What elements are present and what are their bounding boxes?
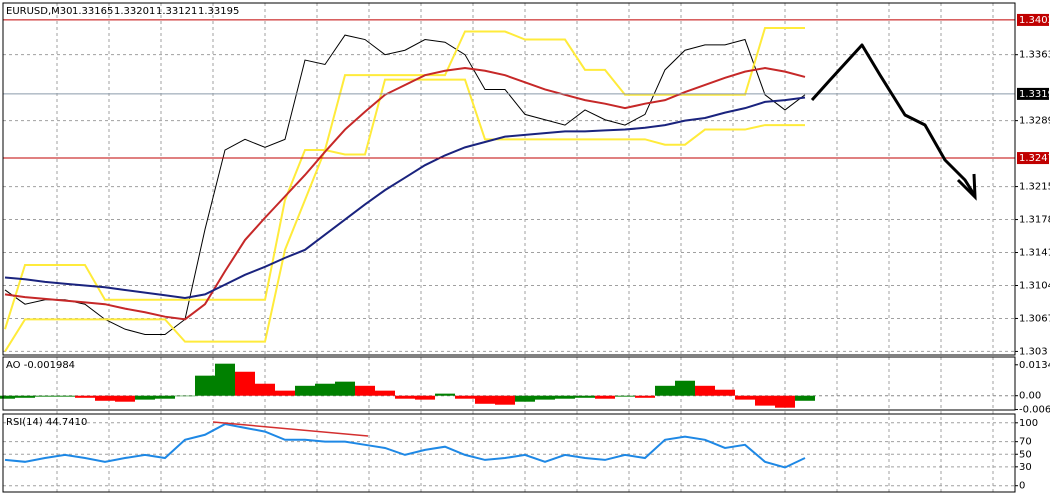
ao-bar (35, 395, 55, 397)
ao-bar (675, 380, 695, 396)
y-tick-label: 0 (1019, 481, 1025, 492)
ao-bar (595, 395, 615, 399)
ao-bar (275, 390, 295, 396)
y-tick-label: 1.3067 (1019, 313, 1050, 324)
y-tick-label: 70 (1019, 437, 1032, 448)
series-line (4, 96, 806, 299)
ao-bar (255, 383, 275, 396)
price-level-label: 1.3319 (1019, 89, 1050, 100)
quote-value: 1.33165 (72, 6, 113, 17)
ao-bar (575, 395, 595, 398)
y-tick-label: 0.01342 (1019, 360, 1050, 371)
quote-value: 1.33195 (198, 6, 239, 17)
ao-bar (295, 385, 315, 396)
panel-title: RSI(14) 44.7410 (6, 417, 87, 428)
price-level-tag (1017, 87, 1049, 100)
ao-bar (555, 395, 575, 399)
ao-bar (335, 381, 355, 396)
y-tick-label: 1.3289 (1019, 116, 1050, 127)
ao-bar (535, 395, 555, 400)
rsi-panel-frame (2, 413, 1016, 493)
ao-bar (95, 395, 115, 401)
ao-bar (615, 395, 635, 397)
ao-bar (195, 375, 215, 396)
ao-bar (655, 385, 675, 396)
ao-bar (715, 389, 735, 396)
y-tick-label: 1.3178 (1019, 215, 1050, 226)
ao-bar (175, 395, 195, 397)
price-level-label: 1.3247 (1019, 153, 1050, 164)
forecast-arrowhead (956, 173, 977, 201)
ao-bar (635, 395, 655, 398)
series-line (4, 67, 806, 321)
ao-bar (215, 363, 235, 396)
quote-value: 1.33121 (156, 6, 197, 17)
ao-bar (355, 385, 375, 396)
main-panel-frame (2, 2, 1016, 356)
series-line (4, 34, 806, 336)
y-tick-label: 1.3104 (1019, 280, 1050, 291)
ao-bar (755, 395, 775, 406)
quote-value: 1.33201 (114, 6, 155, 17)
ao-bar (775, 395, 795, 408)
ao-bar (735, 395, 755, 400)
series-line (4, 78, 805, 352)
ao-bar (155, 395, 175, 399)
ao-bar (315, 383, 335, 396)
y-tick-label: 0.00 (1019, 391, 1041, 402)
ao-bar (0, 395, 15, 399)
ao-bar (515, 395, 535, 402)
ao-bar (395, 395, 415, 399)
series-line (4, 423, 806, 469)
price-level-tag (1017, 13, 1049, 26)
y-tick-label: 100 (1019, 418, 1038, 429)
y-tick-label: 1.3363 (1019, 50, 1050, 61)
ao-bar (695, 385, 715, 396)
price-level-label: 1.3402 (1019, 15, 1050, 26)
ao-bar (475, 395, 495, 404)
y-tick-label: 1.303 (1019, 346, 1048, 357)
ao-bar (75, 395, 95, 398)
ao-bar (375, 390, 395, 396)
ao-bar (15, 395, 35, 398)
ao-bar (435, 393, 455, 396)
ao-bar (115, 395, 135, 402)
ao-bar (795, 395, 815, 401)
ao-bar (135, 395, 155, 400)
y-tick-label: 30 (1019, 462, 1032, 473)
ao-bar (235, 371, 255, 396)
ao-bar (55, 395, 75, 397)
panel-title: AO -0.001984 (6, 360, 75, 371)
ao-panel-frame (2, 356, 1016, 411)
y-tick-label: -0.0060 (1019, 405, 1050, 416)
ao-bar (495, 395, 515, 405)
y-tick-label: 1.3215 (1019, 182, 1050, 193)
ao-bar (415, 395, 435, 400)
price-level-tag (1017, 152, 1049, 165)
panel-title: EURUSD,M30 (6, 6, 72, 17)
series-line (4, 26, 805, 330)
y-tick-label: 50 (1019, 449, 1032, 460)
ao-bar (455, 395, 475, 399)
rsi-trendline (212, 421, 369, 437)
forecast-arrow (810, 43, 977, 197)
